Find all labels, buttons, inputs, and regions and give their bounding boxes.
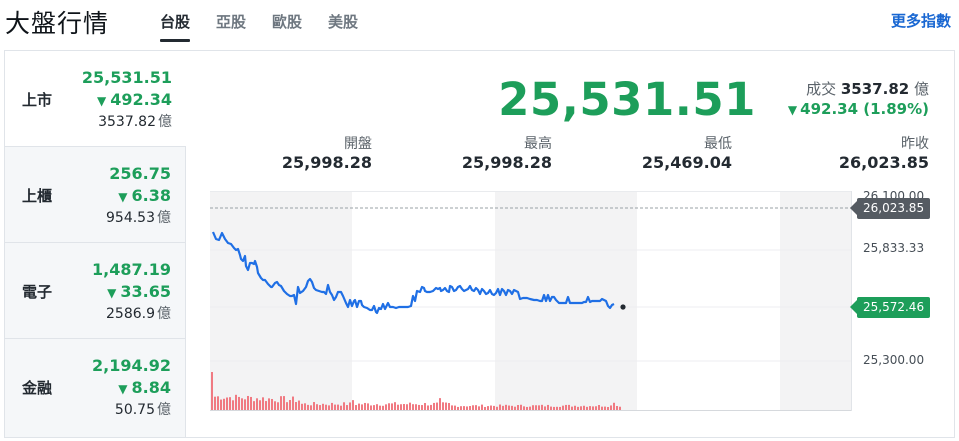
index-name: 金融: [22, 379, 53, 397]
down-arrow-icon: ▼: [118, 382, 128, 396]
market-card: 上市 25,531.51 ▼ 492.34 3537.82 億 上櫃 256.75 …: [4, 50, 955, 438]
sidebar-item-finance[interactable]: 金融 2,194.92 ▼ 8.84 50.75 億: [5, 339, 186, 437]
down-arrow-icon: ▼: [118, 190, 128, 204]
index-price: 1,487.19: [92, 260, 171, 279]
volume-unit: 億: [157, 210, 171, 226]
stat-label: 昨收: [901, 136, 929, 152]
index-line: [211, 231, 615, 315]
stat-value: 26,023.85: [838, 153, 929, 172]
stat-label: 最高: [524, 136, 552, 152]
sidebar-item-otc[interactable]: 上櫃 256.75 ▼ 6.38 954.53 億: [5, 147, 186, 243]
turnover: 成交 3537.82 億: [806, 78, 929, 99]
chart-svg: [210, 191, 852, 411]
hour-band: [780, 191, 852, 411]
stat-value: 25,998.28: [281, 153, 372, 172]
stat-prev-close: 昨收 26,023.85: [839, 135, 929, 173]
index-sidebar: 上市 25,531.51 ▼ 492.34 3537.82 億 上櫃 256.75 …: [5, 51, 186, 437]
last-point-marker: [620, 304, 626, 310]
index-change: 8.84: [131, 378, 171, 397]
tab-taiwan[interactable]: 台股: [160, 0, 191, 42]
turnover-label: 成交: [806, 80, 837, 98]
index-name: 上市: [22, 91, 53, 109]
sidebar-item-electronics[interactable]: 電子 1,487.19 ▼ 33.65 2586.9 億: [5, 243, 186, 339]
index-volume: 50.75: [114, 402, 155, 418]
volume-unit: 億: [157, 402, 171, 418]
index-name: 電子: [22, 283, 53, 301]
intraday-chart[interactable]: 26,100.00 26,023.85 25,833.33 25,572.46 …: [210, 189, 952, 437]
page-title: 大盤行情: [5, 9, 110, 38]
stat-value: 25,998.28: [461, 153, 552, 172]
index-change: 492.34: [110, 90, 172, 109]
current-index-price: 25,531.51: [498, 73, 756, 126]
market-tabs: 台股 亞股 歐股 美股: [160, 0, 384, 42]
turnover-value: 3537.82: [840, 80, 910, 98]
stat-open: 開盤 25,998.28: [282, 135, 372, 173]
index-price: 25,531.51: [81, 68, 172, 87]
index-volume: 3537.82: [98, 114, 156, 130]
y-tick: 25,300.00: [863, 353, 925, 367]
current-price-tag: 25,572.46: [849, 297, 931, 318]
index-volume: 954.53: [106, 210, 155, 226]
prev-close-tag: 26,023.85: [849, 198, 931, 219]
index-change: 6.38: [131, 186, 171, 205]
index-volume: 2586.9: [106, 306, 155, 322]
volume-bars: [211, 372, 621, 410]
stat-value: 25,469.04: [641, 153, 732, 172]
tab-asia[interactable]: 亞股: [216, 13, 247, 31]
hour-band: [210, 191, 352, 411]
index-change-summary: ▼ 492.34 (1.89%): [788, 100, 929, 118]
volume-unit: 億: [158, 114, 172, 130]
sidebar-item-listed[interactable]: 上市 25,531.51 ▼ 492.34 3537.82 億: [5, 51, 186, 147]
index-change: 33.65: [120, 282, 171, 301]
more-indices-link[interactable]: 更多指數: [890, 12, 951, 30]
tab-us[interactable]: 美股: [328, 13, 359, 31]
index-price: 2,194.92: [92, 356, 171, 375]
down-arrow-icon: ▼: [97, 94, 107, 108]
down-arrow-icon: ▼: [107, 286, 117, 300]
stat-label: 開盤: [344, 136, 372, 152]
down-arrow-icon: ▼: [787, 103, 798, 117]
stat-high: 最高 25,998.28: [462, 135, 552, 173]
volume-unit: 億: [157, 306, 171, 322]
tab-europe[interactable]: 歐股: [272, 13, 303, 31]
stat-label: 最低: [704, 136, 732, 152]
y-tick: 25,833.33: [863, 241, 925, 255]
stat-low: 最低 25,469.04: [642, 135, 732, 173]
index-name: 上櫃: [22, 187, 53, 205]
turnover-unit: 億: [913, 80, 929, 98]
index-price: 256.75: [109, 164, 171, 183]
change-value-percent: 492.34 (1.89%): [800, 100, 929, 118]
